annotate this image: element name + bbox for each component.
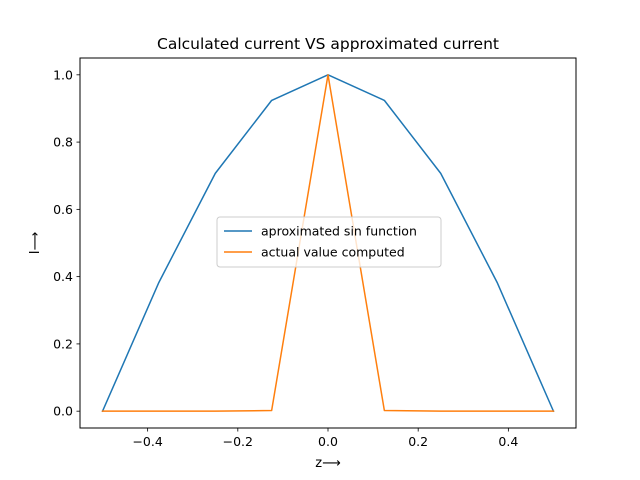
y-tick-label: 0.2	[53, 336, 73, 351]
legend: aproximated sin function actual value com…	[216, 216, 442, 268]
chart-title: Calculated current VS approximated curre…	[157, 35, 499, 53]
y-tick-label: 0.0	[53, 404, 73, 419]
y-tick-label: 0.4	[53, 269, 73, 284]
x-axis: −0.4 −0.2 0.0 0.2 0.4	[132, 428, 518, 449]
x-tick-label: 0.0	[318, 434, 338, 449]
x-tick-label: −0.2	[223, 434, 253, 449]
x-tick-label: −0.4	[132, 434, 162, 449]
y-axis: 0.0 0.2 0.4 0.6 0.8 1.0	[53, 67, 80, 419]
legend-box	[216, 216, 442, 268]
x-tick-label: 0.4	[498, 434, 518, 449]
y-tick-label: 0.8	[53, 135, 73, 150]
legend-label-1: aproximated sin function	[261, 224, 417, 239]
y-tick-label: 1.0	[53, 67, 73, 82]
y-axis-label: I⟶	[28, 232, 43, 254]
x-axis-label: z⟶	[315, 456, 340, 471]
y-tick-label: 0.6	[53, 202, 73, 217]
series-layer	[101, 74, 555, 413]
x-tick-label: 0.2	[408, 434, 428, 449]
series-line-2	[101, 74, 555, 412]
legend-label-2: actual value computed	[261, 245, 405, 260]
